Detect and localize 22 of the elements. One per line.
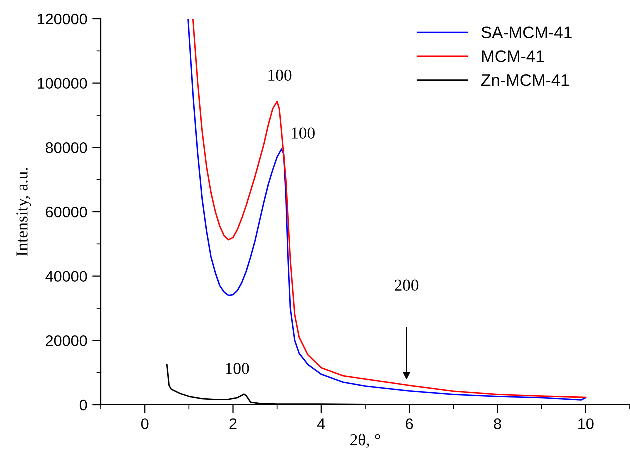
legend-label: MCM-41 xyxy=(482,50,544,62)
y-tick-label: 60000 xyxy=(46,206,88,218)
annotation: 200 xyxy=(394,280,419,292)
y-axis-title: Intensity, a.u. xyxy=(16,168,32,256)
x-tick-label: 8 xyxy=(494,418,502,430)
legend-label: Zn-MCM-41 xyxy=(482,74,570,86)
annotation: 100 xyxy=(226,363,250,374)
y-tick-label: 100000 xyxy=(38,78,88,90)
annotation: 100 xyxy=(292,128,315,139)
legend-label: SA-MCM-41 xyxy=(482,26,572,39)
y-tick-label: 40000 xyxy=(46,271,88,282)
x-tick-label: 6 xyxy=(406,418,414,430)
y-tick-label: 120000 xyxy=(38,14,88,25)
y-tick-label: 80000 xyxy=(46,142,88,154)
x-tick-label: 4 xyxy=(318,418,326,430)
x-tick-label: 0 xyxy=(141,418,149,430)
x-tick-label: 2 xyxy=(230,418,237,430)
x-axis-title: 2θ, ° xyxy=(350,434,380,448)
x-tick-label: 10 xyxy=(578,418,594,430)
annotation: 100 xyxy=(268,70,292,82)
y-tick-label: 0 xyxy=(80,400,88,411)
y-tick-label: 20000 xyxy=(46,336,88,346)
